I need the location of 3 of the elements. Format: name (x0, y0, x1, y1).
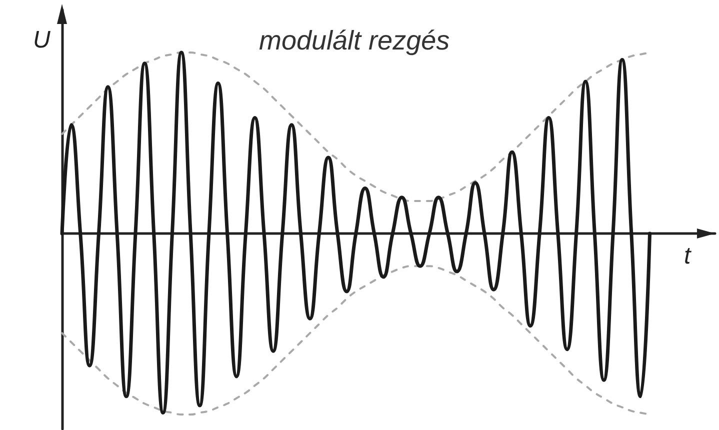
y-axis-title: U (33, 26, 51, 54)
x-axis-title: t (684, 242, 692, 270)
chart-title: modulált rezgés (259, 26, 450, 56)
